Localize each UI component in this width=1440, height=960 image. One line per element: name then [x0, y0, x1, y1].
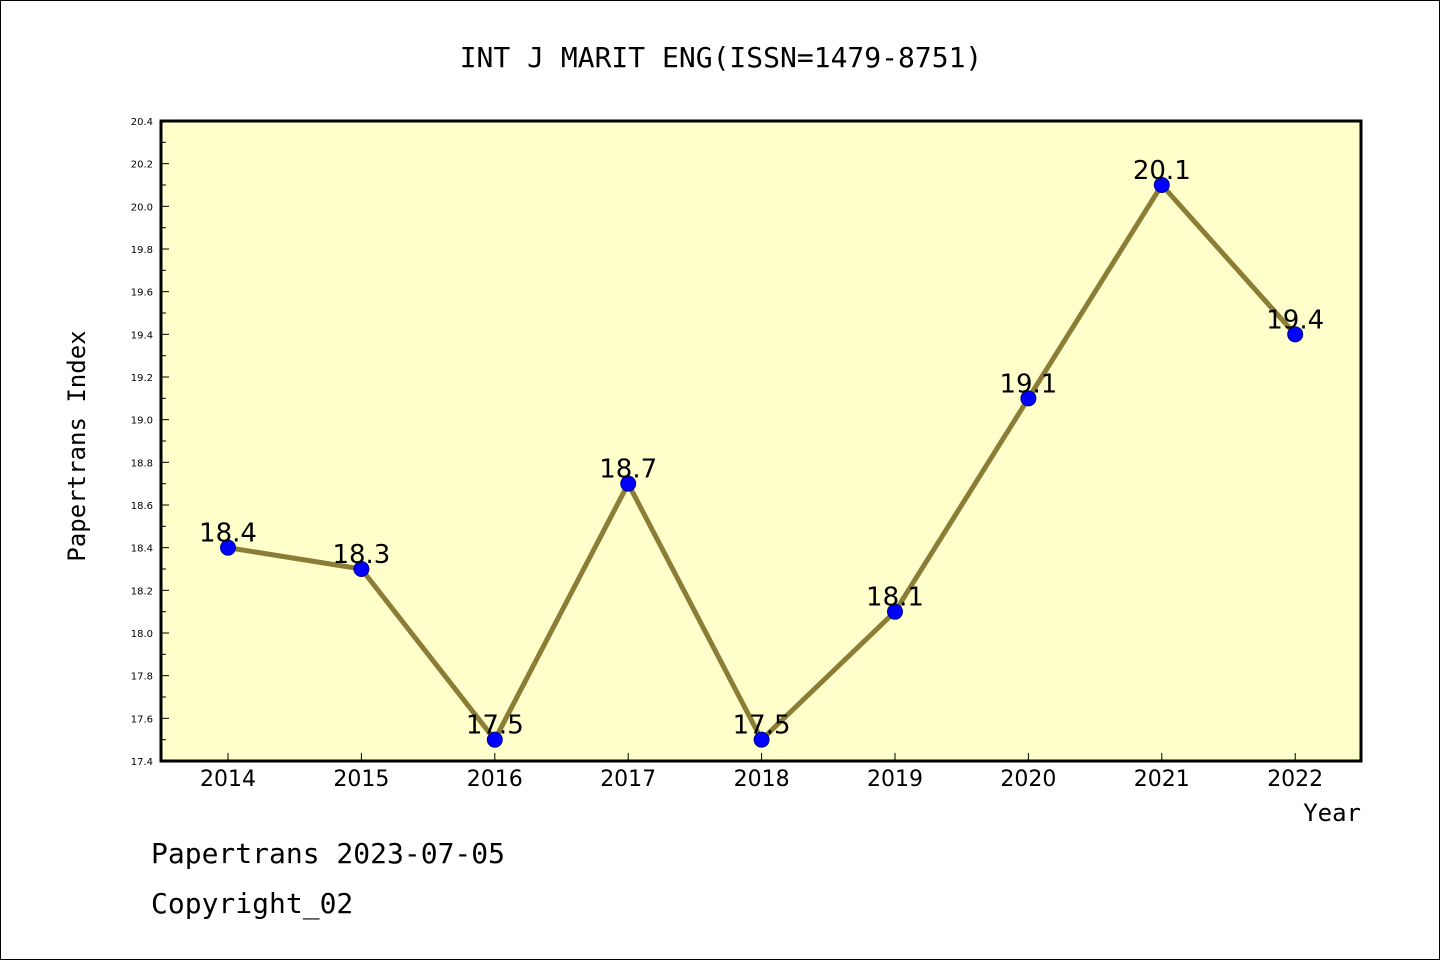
y-tick-label: 20.2	[131, 160, 153, 171]
y-tick-label: 19.2	[131, 373, 153, 384]
data-label: 17.5	[466, 711, 524, 741]
data-label: 18.4	[199, 519, 257, 549]
data-label: 18.1	[866, 583, 924, 613]
x-tick-label: 2016	[467, 767, 523, 792]
data-point	[620, 475, 637, 492]
data-point	[1020, 390, 1037, 407]
x-tick-label: 2020	[1000, 767, 1056, 792]
data-label: 18.3	[332, 540, 390, 570]
data-point	[753, 731, 770, 748]
y-tick-label: 20.4	[131, 117, 153, 128]
data-point	[887, 603, 903, 620]
y-axis-title: Papertrans Index	[63, 330, 91, 561]
y-tick-label: 18.4	[131, 544, 153, 555]
y-tick-label: 19.6	[131, 288, 153, 299]
x-tick-label: 2014	[200, 767, 256, 792]
x-axis-title: Year	[1303, 799, 1361, 827]
y-tick-label: 18.8	[131, 458, 153, 469]
x-tick-label: 2017	[600, 767, 656, 792]
y-tick-label: 18.6	[131, 501, 153, 512]
data-label: 17.5	[733, 711, 791, 741]
x-tick-label: 2019	[867, 767, 923, 792]
y-tick-label: 19.4	[131, 330, 153, 341]
data-label: 19.1	[999, 369, 1057, 399]
data-point	[1153, 177, 1170, 193]
data-point	[1287, 326, 1304, 343]
data-point	[220, 539, 236, 556]
y-axis: 17.4 17.6 17.8 18.0 18.2 18.4 18.6 18.8 19.0 19.2…	[131, 117, 169, 768]
footer-date-line: Papertrans 2023-07-05	[151, 837, 506, 870]
data-label: 19.4	[1266, 305, 1324, 335]
plot-area	[159, 119, 1363, 763]
data-label: 20.1	[1133, 156, 1191, 186]
data-point	[486, 731, 503, 748]
y-tick-label: 17.4	[131, 757, 153, 768]
y-tick-label: 17.6	[131, 714, 153, 725]
data-point	[353, 561, 370, 577]
y-tick-label: 18.2	[131, 586, 153, 597]
x-axis: 2014 2015 2016 2017 2018 2019 2020 2021 2022	[200, 753, 1323, 792]
series-group: 18.4 18.3 17.5 18.7 17.5 18.1 19.1 20.1 19.4	[199, 156, 1324, 748]
y-tick-label: 17.8	[131, 672, 153, 683]
x-tick-label: 2021	[1134, 767, 1190, 792]
x-tick-label: 2022	[1267, 767, 1323, 792]
x-tick-label: 2015	[333, 767, 389, 792]
y-tick-label: 19.0	[131, 416, 153, 427]
chart-title: INT J MARIT ENG(ISSN=1479-8751)	[460, 41, 983, 74]
y-tick-label: 19.8	[131, 245, 153, 256]
footer-copyright-line: Copyright_02	[151, 887, 354, 920]
y-tick-label: 20.0	[131, 202, 153, 213]
y-tick-label: 18.0	[131, 629, 153, 640]
x-tick-label: 2018	[734, 767, 790, 792]
data-label: 18.7	[599, 455, 657, 485]
